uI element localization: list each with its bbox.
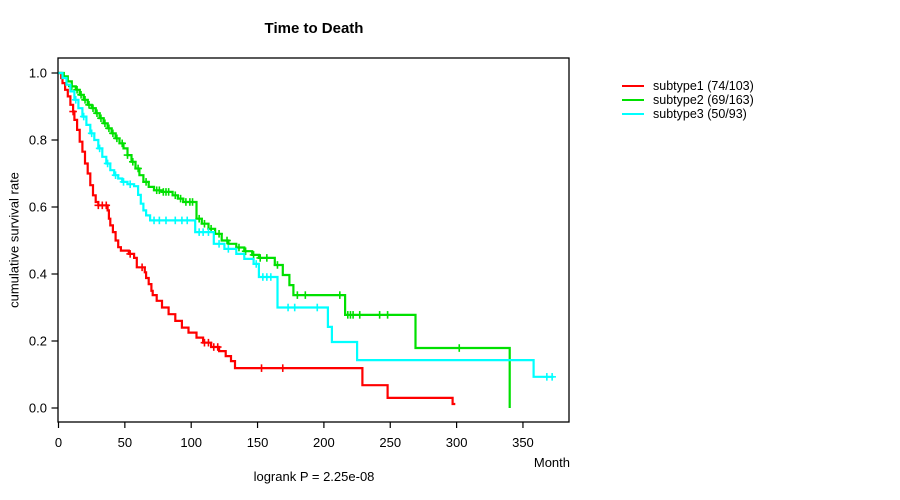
legend-label: subtype1 (74/103) xyxy=(653,79,754,93)
y-tick-label: 0.2 xyxy=(29,334,47,349)
x-axis-label: Month xyxy=(533,455,570,470)
legend-row-2: subtype2 (69/163) xyxy=(622,93,754,107)
legend-line-swatch xyxy=(622,99,644,101)
y-tick-label: 0.0 xyxy=(29,401,47,416)
legend-label: subtype2 (69/163) xyxy=(653,93,754,107)
legend: subtype1 (74/103) subtype2 (69/163) subtyp… xyxy=(622,79,754,121)
x-tick-label: 200 xyxy=(313,435,335,450)
legend-row-1: subtype1 (74/103) xyxy=(622,79,754,93)
legend-line-swatch xyxy=(622,113,644,115)
x-tick-label: 350 xyxy=(512,435,534,450)
legend-row-3: subtype3 (50/93) xyxy=(622,107,754,121)
survival-curve-3 xyxy=(58,71,554,378)
legend-label: subtype3 (50/93) xyxy=(653,107,747,121)
x-tick-label: 300 xyxy=(446,435,468,450)
y-axis-label: cumulative survival rate xyxy=(6,172,22,308)
plot-box xyxy=(57,57,570,423)
survival-curve-1 xyxy=(58,71,456,406)
survival-curve-2 xyxy=(58,71,511,408)
y-tick-label: 0.4 xyxy=(29,267,47,282)
x-tick-label: 150 xyxy=(247,435,269,450)
y-tick-label: 0.6 xyxy=(29,200,47,215)
plot-title: Time to Death xyxy=(264,20,364,37)
logrank-annotation: logrank P = 2.25e-08 xyxy=(253,469,375,484)
y-tick-label: 1.0 xyxy=(29,66,47,81)
legend-line-swatch xyxy=(622,85,644,87)
x-tick-label: 50 xyxy=(118,435,132,450)
x-tick-label: 0 xyxy=(55,435,62,450)
y-tick-label: 0.8 xyxy=(29,133,47,148)
x-tick-label: 100 xyxy=(180,435,202,450)
x-tick-label: 250 xyxy=(379,435,401,450)
